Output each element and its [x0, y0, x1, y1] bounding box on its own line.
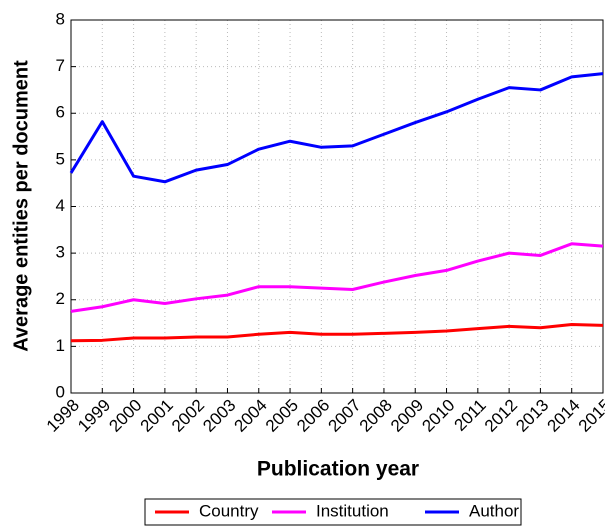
- y-tick-label: 5: [56, 149, 65, 168]
- legend-label: Country: [199, 501, 259, 520]
- x-tick-label: 2015: [575, 396, 605, 436]
- x-tick-label: 2008: [356, 396, 396, 436]
- series-line: [70, 322, 604, 343]
- legend: Country Institution Author: [144, 498, 522, 526]
- x-tick-label: 2000: [105, 396, 145, 436]
- x-tick-label: 2003: [199, 396, 239, 436]
- y-tick-label: 1: [56, 336, 65, 355]
- y-tick-label: 7: [56, 56, 65, 75]
- y-tick-label: 4: [56, 196, 65, 215]
- x-axis-label: Publication year: [257, 458, 419, 481]
- y-tick-label: 2: [56, 289, 65, 308]
- x-tick-label: 2013: [512, 396, 552, 436]
- x-tick-label: 2007: [324, 396, 364, 436]
- legend-label: Author: [469, 501, 519, 520]
- series-line: [70, 242, 604, 313]
- x-tick-label: 2014: [544, 396, 584, 436]
- x-tick-label: 2002: [168, 396, 208, 436]
- x-tick-label: 2011: [451, 396, 490, 435]
- y-tick-label: 0: [56, 382, 65, 401]
- x-tick-label: 2010: [418, 396, 458, 436]
- x-tick-label: 1998: [43, 396, 83, 436]
- series-line: [69, 72, 604, 184]
- x-tick-label: 2009: [387, 396, 427, 436]
- x-tick-label: 2001: [137, 396, 177, 436]
- x-tick-label: 2004: [231, 396, 271, 436]
- plot-frame: [70, 19, 604, 394]
- y-tick-label: 8: [56, 9, 65, 28]
- x-tick-label: 2005: [262, 396, 302, 436]
- x-tick-label: 2012: [481, 396, 521, 436]
- x-tick-label: 2006: [293, 396, 333, 436]
- y-tick-label: 6: [56, 103, 65, 122]
- y-tick-label: 3: [56, 243, 65, 262]
- legend-label: Institution: [316, 501, 389, 520]
- x-tick-label: 1999: [74, 396, 114, 436]
- y-axis-label: Average entities per document: [10, 60, 32, 352]
